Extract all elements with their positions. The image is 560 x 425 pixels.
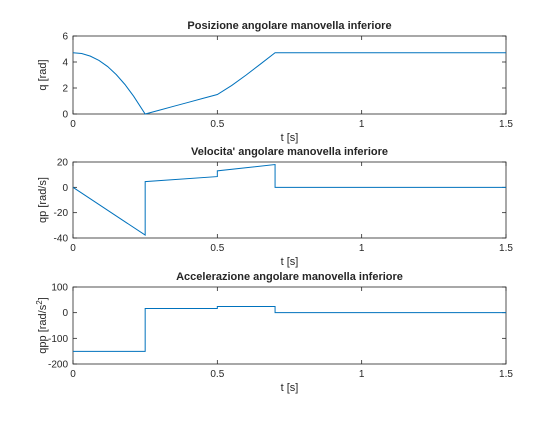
y-tick-label: 0 <box>62 110 68 121</box>
x-axis-label: t [s] <box>281 382 299 394</box>
x-axis-label: t [s] <box>281 256 299 268</box>
x-tick-label: 1.5 <box>499 243 513 254</box>
x-tick-label: 0 <box>70 119 76 130</box>
y-tick-label: 0 <box>62 183 68 194</box>
y-tick-label: -40 <box>54 234 69 245</box>
y-axis-label: qp [rad/s] <box>37 177 49 223</box>
y-axis-label-superscript: 2 <box>35 300 44 305</box>
y-axis-label-suffix: ] <box>37 297 49 300</box>
x-tick-label: 1.5 <box>499 369 513 380</box>
y-tick-label: -20 <box>54 208 69 219</box>
x-axis-label: t [s] <box>281 132 299 144</box>
y-tick-label: -100 <box>48 334 68 345</box>
y-tick-label: 20 <box>57 158 69 169</box>
series-line-1 <box>72 52 506 115</box>
x-tick-label: 1 <box>359 369 365 380</box>
y-tick-label: 2 <box>62 84 68 95</box>
x-tick-label: 0.5 <box>210 369 224 380</box>
x-tick-label: 0.5 <box>210 243 224 254</box>
y-axis-label: qpp [rad/s2] <box>35 297 50 353</box>
y-tick-label: 100 <box>51 283 68 294</box>
x-tick-label: 0.5 <box>210 119 224 130</box>
subplot-2: 0 0.5 1 1.5 -40 -20 0 20 Velocita' angolare mano… <box>37 146 513 268</box>
y-tick-label: 0 <box>62 308 68 319</box>
x-tick-label: 1 <box>359 119 365 130</box>
subplot-3: 0 0.5 1 1.5 -200 -100 0 100 Accelerazione angola… <box>35 271 514 394</box>
chart-title: Posizione angolare manovella inferiore <box>187 20 391 32</box>
axes-box <box>72 161 507 239</box>
y-tick-label: 4 <box>62 58 68 69</box>
chart-title: Accelerazione angolare manovella inferio… <box>176 271 403 283</box>
chart-title: Velocita' angolare manovella inferiore <box>191 146 388 158</box>
y-axis-label: q [rad] <box>37 59 49 90</box>
x-tick-label: 1 <box>359 243 365 254</box>
y-tick-label: 6 <box>62 32 68 43</box>
x-tick-label: 0 <box>70 369 76 380</box>
y-tick-label: -200 <box>48 360 68 371</box>
x-tick-label: 1.5 <box>499 119 513 130</box>
series-line-1 <box>72 163 506 237</box>
subplot-1: 0 0.5 1 1.5 0 2 4 6 Posizione angolare manovella… <box>37 20 513 144</box>
axes-box <box>72 35 507 115</box>
x-tick-label: 0 <box>70 243 76 254</box>
axes-box <box>72 286 507 365</box>
series-line-1 <box>73 306 506 352</box>
